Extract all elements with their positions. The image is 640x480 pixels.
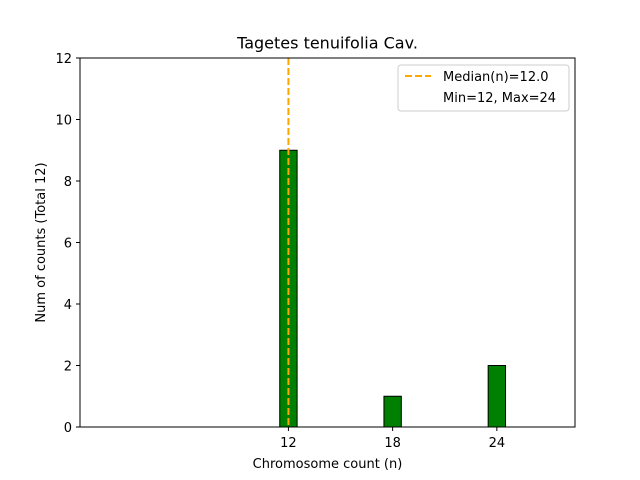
legend-box [397,64,570,112]
y-axis-label: Num of counts (Total 12) [34,162,49,322]
y-tick-label-0: 0 [64,421,72,436]
y-tick-label-8: 8 [64,175,72,190]
bars-group [80,149,541,428]
y-axis-ticks: 0 2 4 6 8 10 12 [55,52,80,436]
legend-median-label: Median(n)=12.0 [443,70,549,85]
x-tick-label-24: 24 [489,436,506,451]
y-tick-label-12: 12 [55,52,72,67]
y-tick-label-10: 10 [55,114,72,129]
x-axis-ticks: 12 18 24 [280,427,505,451]
x-tick-label-18: 18 [384,436,401,451]
x-axis-label: Chromosome count (n) [253,457,403,472]
bar-n-24 [487,365,507,428]
y-tick-label-6: 6 [64,237,72,252]
legend: Median(n)=12.0 Min=12, Max=24 [397,64,570,112]
y-tick-label-2: 2 [64,360,72,375]
y-tick-label-4: 4 [64,298,72,313]
legend-range-label: Min=12, Max=24 [443,91,556,106]
bar-n-18 [383,395,402,428]
chart-title: Tagetes tenuifolia Cav. [236,34,418,53]
x-tick-label-12: 12 [280,436,297,451]
